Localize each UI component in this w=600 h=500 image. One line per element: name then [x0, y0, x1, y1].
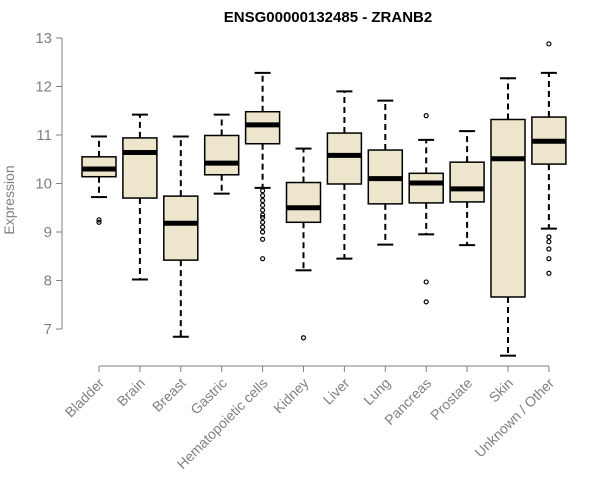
iqr-box — [326, 132, 363, 185]
y-tick-label: 7 — [44, 321, 52, 338]
outlier-point — [546, 246, 552, 252]
y-tick-label: 9 — [44, 224, 52, 241]
outlier-point — [260, 207, 266, 213]
iqr-box — [449, 161, 485, 203]
y-tick-label: 8 — [44, 273, 52, 290]
iqr-box — [285, 181, 322, 224]
iqr-box — [490, 118, 526, 298]
outlier-point — [260, 229, 266, 235]
y-tick-label: 13 — [35, 30, 52, 47]
iqr-box — [163, 195, 199, 261]
outlier-point — [260, 236, 266, 242]
outlier-point — [423, 112, 429, 119]
chart-title: ENSG00000132485 - ZRANB2 — [224, 9, 432, 26]
iqr-box — [203, 134, 240, 176]
x-tick-label: Liver — [320, 375, 353, 408]
x-tick-label: Breast — [149, 375, 189, 415]
outlier-point — [260, 188, 266, 194]
x-tick-label: Brain — [114, 375, 148, 409]
outlier-point — [260, 219, 266, 225]
box-skin — [490, 77, 526, 357]
box-series — [81, 41, 567, 357]
y-axis-label: Expression — [1, 165, 17, 234]
outlier-point — [96, 217, 102, 223]
outlier-point — [423, 279, 429, 285]
outlier-point — [96, 219, 102, 225]
outlier-point — [260, 197, 266, 204]
box-breast — [163, 135, 199, 338]
outlier-point — [260, 256, 266, 262]
outlier-point — [260, 202, 266, 208]
outlier-point — [546, 270, 552, 276]
iqr-box — [408, 172, 444, 204]
y-tick-label: 10 — [35, 176, 52, 193]
box-liver — [326, 90, 363, 260]
outlier-point — [423, 299, 429, 305]
outlier-point — [546, 256, 552, 262]
x-tick-label: Skin — [486, 375, 517, 406]
x-tick-label: Lung — [360, 375, 393, 408]
box-gastric — [203, 113, 240, 195]
outlier-point — [260, 193, 266, 199]
outlier-point — [260, 224, 266, 230]
box-kidney — [285, 147, 322, 341]
box-bladder — [81, 135, 117, 225]
outlier-point — [260, 212, 266, 218]
y-tick-label: 12 — [35, 79, 52, 96]
x-tick-label: Kidney — [270, 375, 312, 417]
box-hematopoietic-cells — [244, 71, 281, 262]
outlier-point — [260, 214, 266, 221]
outlier-point — [546, 41, 552, 47]
box-lung — [367, 99, 404, 246]
y-tick-label: 11 — [36, 127, 52, 144]
y-axis: 7 8 9 10 11 12 13 — [35, 30, 63, 338]
iqr-box — [122, 137, 158, 199]
iqr-box — [244, 110, 281, 145]
box-brain — [122, 113, 158, 281]
box-pancreas — [408, 112, 444, 305]
box-prostate — [449, 130, 485, 247]
x-tick-label: Bladder — [62, 375, 108, 421]
x-tick-label: Prostate — [427, 375, 475, 423]
outlier-point — [300, 335, 307, 341]
outlier-point — [546, 234, 552, 240]
outlier-point — [546, 239, 552, 245]
box-unknown-other — [531, 41, 567, 276]
